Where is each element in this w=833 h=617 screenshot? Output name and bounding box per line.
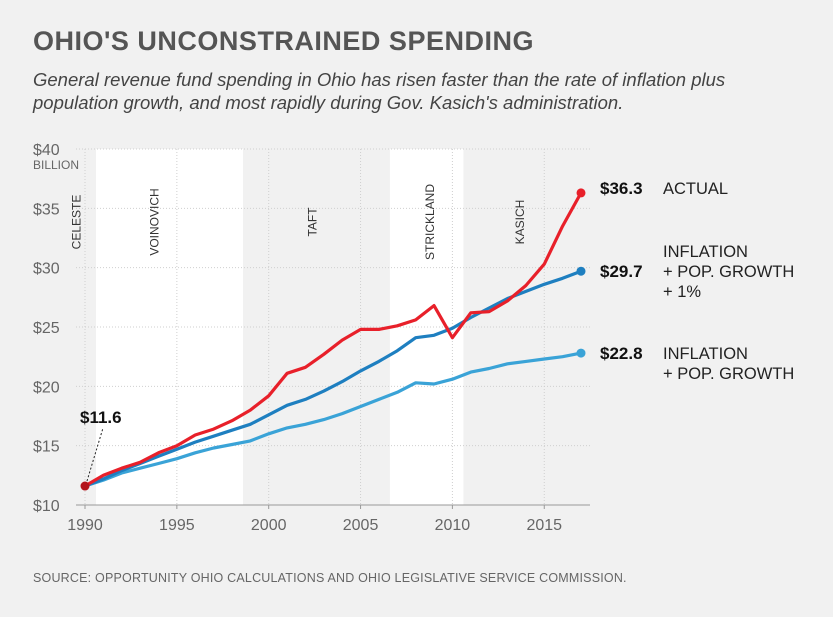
era-label-voinovich: VOINOVICH: [147, 188, 161, 255]
chart-title: OHIO'S UNCONSTRAINED SPENDING: [33, 26, 534, 56]
era-label-taft: TAFT: [305, 207, 319, 237]
x-tick-label: 2015: [526, 517, 562, 534]
end-point-actual: [576, 188, 586, 198]
y-tick-label: $10: [33, 498, 60, 515]
end-value-inflation_pop: $22.8: [600, 344, 643, 363]
end-label-inflation_pop: + POP. GROWTH: [663, 365, 794, 383]
series-line-inflation_pop_1pct: [83, 269, 583, 488]
end-point-inflation_pop_1pct: [576, 266, 586, 276]
source-note: SOURCE: OPPORTUNITY OHIO CALCULATIONS AN…: [33, 571, 627, 585]
start-point: [80, 481, 90, 491]
y-tick-label: $35: [33, 201, 60, 218]
y-unit-label: BILLION: [33, 158, 79, 172]
era-label-kasich: KASICH: [513, 200, 527, 245]
chart-subtitle: General revenue fund spending in Ohio ha…: [33, 69, 726, 113]
y-tick-label: $30: [33, 261, 60, 278]
end-label-inflation_pop_1pct: + 1%: [663, 283, 701, 301]
end-value-actual: $36.3: [600, 179, 643, 198]
y-tick-label: $15: [33, 439, 60, 456]
series-line-inflation_pop: [83, 351, 583, 488]
era-label-strickland: STRICKLAND: [423, 184, 437, 260]
end-label-inflation_pop_1pct: INFLATION: [663, 243, 748, 261]
x-tick-label: 2010: [435, 517, 471, 534]
x-tick-label: 2000: [251, 517, 287, 534]
era-label-celeste: CELESTE: [69, 195, 83, 250]
start-value-label: $11.6: [80, 408, 122, 427]
x-tick-label: 1990: [67, 517, 103, 534]
end-point-inflation_pop: [576, 348, 586, 358]
x-tick-label: 2005: [343, 517, 379, 534]
start-leader-line: [86, 427, 104, 482]
end-label-inflation_pop: INFLATION: [663, 345, 748, 363]
y-tick-label: $40: [33, 142, 60, 159]
y-tick-label: $25: [33, 320, 60, 337]
end-value-inflation_pop_1pct: $29.7: [600, 262, 643, 281]
x-tick-label: 1995: [159, 517, 195, 534]
end-label-actual: ACTUAL: [663, 180, 728, 198]
series-line-actual: [83, 191, 583, 488]
end-label-inflation_pop_1pct: + POP. GROWTH: [663, 263, 794, 281]
y-tick-label: $20: [33, 379, 60, 396]
